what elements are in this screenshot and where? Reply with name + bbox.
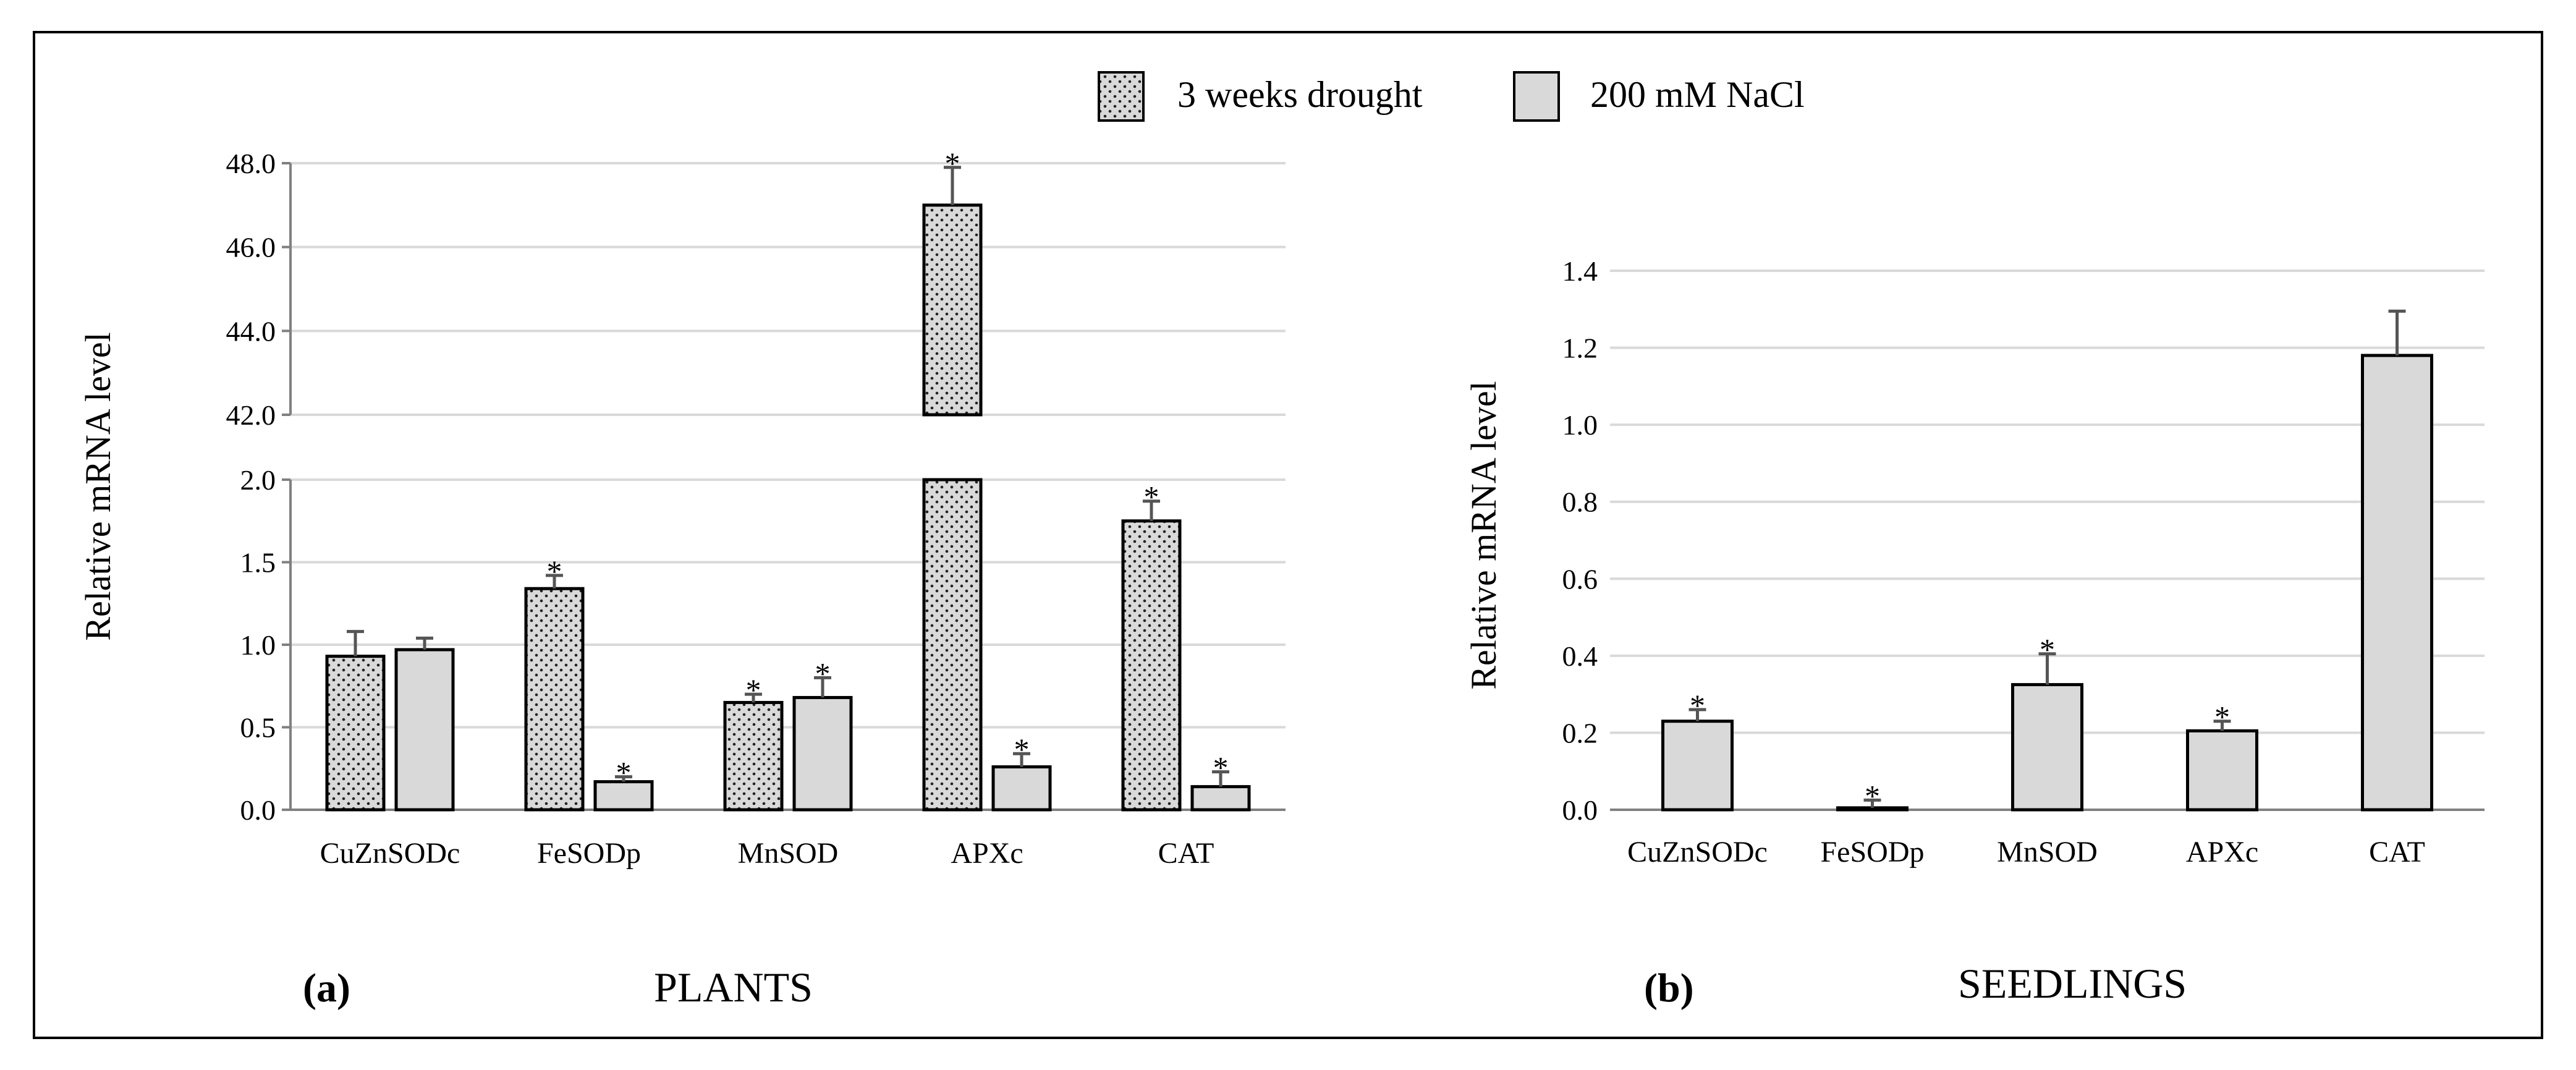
- panel-b-title: SEEDLINGS: [1958, 960, 2187, 1007]
- y-tick-label: 1.0: [1562, 409, 1598, 441]
- significance-star-0-1: *: [1865, 778, 1880, 813]
- category-label: APXc: [2186, 836, 2258, 868]
- panel-a-title: PLANTS: [654, 964, 813, 1011]
- bar-0-3-lower: [922, 478, 983, 812]
- bar-0-2: [723, 700, 784, 812]
- panel-b-gridlines: [1610, 270, 2485, 811]
- category-label: CAT: [2369, 836, 2425, 868]
- y-tick-label: 0.5: [240, 712, 276, 744]
- significance-star-0-2: *: [2040, 632, 2055, 667]
- category-label: FeSODp: [1820, 836, 1924, 868]
- panel-a-plants: * * * * * * * * 0.0 0.5 1.0 1.5 2.0 42.0 44.0 46.0 48.0…: [78, 146, 1286, 1011]
- significance-star-1-4: *: [1213, 750, 1229, 785]
- y-tick-label: 44.0: [226, 315, 276, 347]
- y-tick-label: 42.0: [226, 399, 276, 431]
- significance-star-0-2: *: [746, 673, 761, 707]
- bar-0-2: [2011, 683, 2083, 812]
- significance-star-0-3: *: [945, 146, 960, 180]
- panel-a-category-labels: CuZnSODc FeSODp MnSOD APXc CAT: [320, 837, 1214, 870]
- significance-star-1-1: *: [616, 755, 632, 790]
- panel-b-seedlings: * * * * 0.0 0.2 0.4 0.6 0.8 1.0 1.2 1.4 CuZnSODc Fe…: [1464, 255, 2485, 1011]
- category-label: MnSOD: [1997, 836, 2098, 868]
- bar-0-0: [1661, 720, 1734, 812]
- category-label: CuZnSODc: [1627, 836, 1768, 868]
- bar-0-4: [1121, 519, 1182, 812]
- bar-0-3-upper: [922, 203, 983, 417]
- category-label: APXc: [951, 837, 1023, 870]
- significance-star-0-0: *: [1690, 688, 1705, 723]
- category-label: CuZnSODc: [320, 837, 460, 870]
- bar-1-2: [792, 695, 853, 812]
- panel-a-y-axis-title: Relative mRNA level: [78, 332, 118, 640]
- legend-swatch-nacl: [1513, 71, 1560, 122]
- y-tick-label: 1.2: [1562, 333, 1598, 364]
- significance-star-0-4: *: [1144, 480, 1159, 514]
- y-tick-label: 0.4: [1562, 640, 1598, 672]
- significance-star-1-3: *: [1014, 732, 1030, 766]
- legend-label-nacl: 200 mM NaCl: [1590, 74, 1805, 115]
- bar-0-3: [2186, 729, 2258, 812]
- panel-b-category-labels: CuZnSODc FeSODp MnSOD APXc CAT: [1627, 836, 2425, 868]
- y-tick-label: 0.2: [1562, 717, 1598, 749]
- y-tick-label: 48.0: [226, 148, 276, 179]
- panel-b-label: (b): [1644, 966, 1694, 1011]
- significance-star-1-2: *: [815, 656, 831, 690]
- y-tick-label: 1.0: [240, 629, 276, 661]
- bar-0-0: [325, 655, 386, 812]
- legend-label-drought: 3 weeks drought: [1177, 74, 1423, 115]
- y-tick-label: 46.0: [226, 232, 276, 263]
- figure-frame: [33, 31, 2543, 1039]
- bar-0-1: [524, 587, 585, 812]
- panel-a-tick-labels: 0.0 0.5 1.0 1.5 2.0 42.0 44.0 46.0 48.0: [226, 148, 276, 826]
- category-label: CAT: [1158, 837, 1214, 870]
- y-tick-label: 0.0: [1562, 794, 1598, 826]
- panel-b-tick-labels: 0.0 0.2 0.4 0.6 0.8 1.0 1.2 1.4: [1562, 255, 1598, 826]
- panel-a-bars: * * * * * * * *: [325, 146, 1251, 812]
- legend-swatch-drought: [1098, 71, 1145, 122]
- y-tick-label: 1.5: [240, 547, 276, 579]
- bar-0-4: [2361, 354, 2433, 812]
- bar-1-4: [1190, 785, 1251, 812]
- y-tick-label: 2.0: [240, 464, 276, 496]
- panel-a-label: (a): [303, 966, 350, 1011]
- panel-b-y-axis-title: Relative mRNA level: [1464, 381, 1504, 689]
- bar-1-0: [394, 648, 455, 812]
- y-tick-label: 0.6: [1562, 563, 1598, 595]
- y-tick-label: 1.4: [1562, 255, 1598, 287]
- panel-a-gridlines: [282, 162, 1286, 811]
- y-tick-label: 0.8: [1562, 486, 1598, 518]
- bar-1-3: [991, 765, 1052, 812]
- y-tick-label: 0.0: [240, 794, 276, 826]
- significance-star-0-3: *: [2214, 700, 2230, 734]
- significance-star-0-1: *: [547, 554, 562, 588]
- category-label: MnSOD: [738, 837, 839, 870]
- bar-1-1: [593, 780, 654, 812]
- category-label: FeSODp: [537, 837, 641, 870]
- panel-b-bars: * * * *: [1661, 309, 2433, 813]
- legend: 3 weeks drought 200 mM NaCl: [1098, 71, 1805, 122]
